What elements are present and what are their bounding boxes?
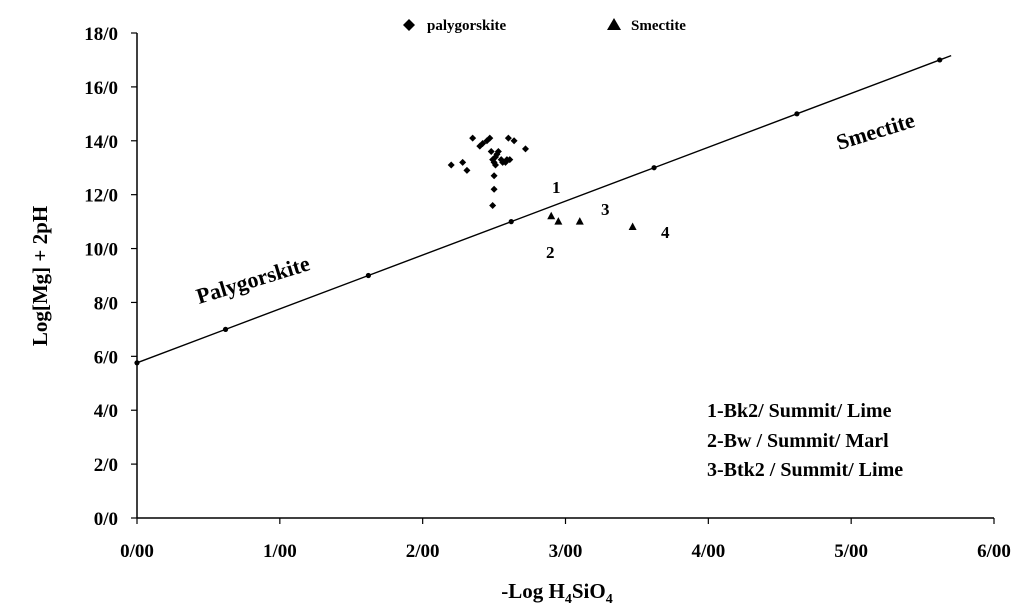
palygorskite-point — [522, 145, 530, 153]
palygorskite-point — [490, 172, 498, 180]
smectite-point — [547, 211, 556, 220]
legend-diamond-marker — [403, 19, 415, 31]
palygorskite-point — [506, 156, 514, 164]
x-axis-title-sub: 4 — [565, 592, 572, 603]
legend: palygorskite Smectite — [403, 18, 686, 34]
legend-label-smectite: Smectite — [631, 18, 686, 34]
x-axis-title: -Log H4SiO4 — [501, 579, 612, 603]
point-label-1: 1 — [552, 178, 561, 197]
axis-ticks — [131, 32, 995, 524]
y-tick-label: 18/0 — [84, 24, 118, 45]
annotation-3: 3-Btk2 / Summit/ Lime — [707, 459, 903, 481]
y-tick-label: 10/0 — [84, 240, 118, 261]
y-tick-label: 14/0 — [84, 132, 118, 153]
y-tick-label: 4/0 — [94, 401, 118, 422]
tick-labels: 0/00 1/00 2/00 3/00 4/00 5/00 6/00 0/0 2/0 4/0 6/0… — [84, 24, 1011, 562]
x-tick-label: 5/00 — [834, 541, 868, 562]
palygorskite-point — [459, 158, 467, 166]
y-tick-label: 6/0 — [94, 347, 118, 368]
y-tick-label: 16/0 — [84, 78, 118, 99]
palygorskite-point — [486, 134, 494, 142]
smectite-point — [554, 217, 563, 225]
annotation-2: 2-Bw / Summit/ Marl — [707, 430, 889, 452]
x-axis-title-sub: 4 — [606, 592, 613, 603]
boundary-point — [222, 326, 229, 332]
region-label-smectite: Smectite — [833, 107, 918, 155]
palygorskite-point — [463, 166, 471, 174]
palygorskite-point — [487, 148, 495, 156]
y-tick-label: 8/0 — [94, 293, 118, 314]
point-label-4: 4 — [661, 223, 670, 242]
legend-label-palygorskite: palygorskite — [427, 18, 507, 34]
palygorskite-point — [469, 134, 477, 142]
palygorskite-point — [504, 134, 512, 142]
x-tick-label: 4/00 — [691, 541, 725, 562]
palygorskite-point — [489, 201, 497, 209]
palygorskite-point — [492, 161, 500, 169]
boundary-point — [508, 219, 514, 225]
x-tick-label: 0/00 — [120, 541, 154, 562]
boundary-point — [651, 165, 657, 171]
x-tick-label: 6/00 — [977, 541, 1011, 562]
x-tick-label: 3/00 — [549, 541, 583, 562]
boundary-point — [134, 360, 140, 366]
legend-triangle-marker — [607, 18, 621, 30]
palygorskite-point — [494, 148, 502, 156]
annotation-1: 1-Bk2/ Summit/ Lime — [707, 400, 892, 422]
boundary-point — [794, 111, 800, 117]
boundary-line — [136, 54, 952, 364]
palygorskite-point — [447, 161, 455, 169]
x-tick-label: 2/00 — [406, 541, 440, 562]
boundary-point — [365, 272, 371, 279]
smectite-point — [575, 217, 584, 225]
region-label-palygorskite: Palygorskite — [193, 251, 313, 309]
palygorskite-point — [490, 185, 498, 193]
point-label-3: 3 — [601, 200, 610, 219]
x-tick-label: 1/00 — [263, 541, 297, 562]
y-axis-title: Log[Mg] + 2pH — [28, 206, 52, 346]
smectite-point — [628, 222, 637, 230]
boundary-point — [937, 57, 943, 63]
y-tick-label: 12/0 — [84, 186, 118, 207]
point-label-2: 2 — [546, 243, 555, 262]
y-tick-label: 0/0 — [94, 509, 118, 530]
palygorskite-point — [510, 137, 518, 145]
boundary-points — [134, 57, 943, 366]
data-markers — [447, 134, 637, 230]
y-tick-label: 2/0 — [94, 455, 118, 476]
